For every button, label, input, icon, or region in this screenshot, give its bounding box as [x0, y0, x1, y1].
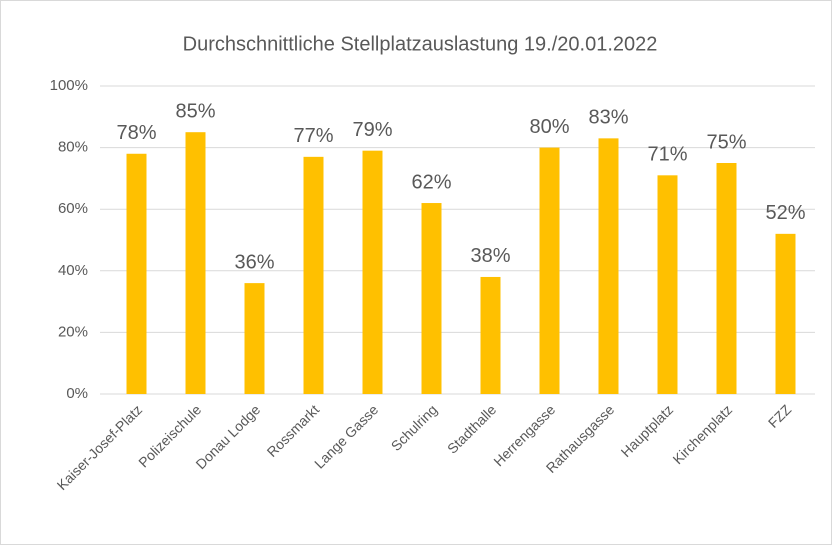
y-tick-label: 60% — [58, 200, 88, 217]
value-label: 79% — [352, 119, 392, 141]
value-label: 38% — [470, 245, 510, 267]
bar — [362, 150, 383, 394]
y-tick-label: 20% — [58, 323, 88, 340]
bar — [598, 138, 619, 394]
value-label: 62% — [411, 171, 451, 193]
bar — [303, 156, 324, 394]
value-label: 52% — [765, 202, 805, 224]
bar — [244, 283, 265, 394]
value-label: 75% — [706, 131, 746, 153]
bar — [657, 175, 678, 394]
bar — [480, 276, 501, 394]
bar — [421, 203, 442, 394]
bar — [775, 233, 796, 394]
value-label: 85% — [175, 100, 215, 122]
value-label: 80% — [529, 116, 569, 138]
value-label: 36% — [234, 251, 274, 273]
y-tick-label: 40% — [58, 262, 88, 279]
value-label: 77% — [293, 125, 333, 147]
y-tick-label: 0% — [66, 385, 88, 402]
value-label: 71% — [647, 144, 687, 166]
value-label: 83% — [588, 107, 628, 129]
y-tick-label: 100% — [50, 77, 88, 94]
value-label: 78% — [116, 122, 156, 144]
y-tick-label: 80% — [58, 139, 88, 156]
bar — [126, 153, 147, 394]
bar — [539, 147, 560, 394]
bar — [185, 132, 206, 394]
bar — [716, 163, 737, 394]
chart-title: Durchschnittliche Stellplatzauslastung 1… — [183, 33, 658, 55]
